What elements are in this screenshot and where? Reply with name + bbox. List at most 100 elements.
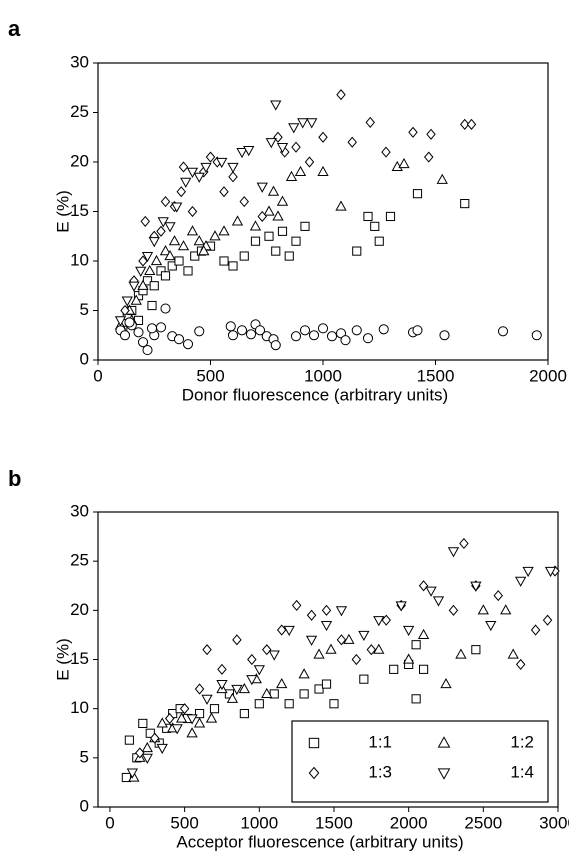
legend-box bbox=[291, 720, 549, 803]
point bbox=[225, 321, 236, 332]
point bbox=[306, 609, 317, 621]
point bbox=[408, 126, 418, 138]
point bbox=[507, 648, 519, 659]
point bbox=[160, 196, 171, 208]
point bbox=[412, 325, 423, 336]
point bbox=[156, 225, 166, 237]
y-tick-label: 10 bbox=[70, 698, 89, 717]
point bbox=[146, 323, 158, 334]
point bbox=[477, 604, 489, 615]
point bbox=[202, 644, 212, 656]
point bbox=[284, 699, 294, 709]
point bbox=[299, 325, 311, 336]
point bbox=[137, 279, 149, 290]
point bbox=[239, 196, 249, 208]
point bbox=[432, 596, 445, 607]
point bbox=[137, 337, 149, 348]
x-tick-label: 0 bbox=[105, 813, 114, 832]
legend-marker bbox=[437, 768, 451, 780]
point bbox=[530, 624, 541, 636]
point bbox=[168, 235, 181, 246]
point bbox=[436, 173, 448, 184]
point bbox=[160, 271, 171, 281]
point bbox=[294, 165, 307, 176]
point bbox=[340, 335, 351, 346]
point bbox=[497, 326, 509, 337]
point bbox=[133, 327, 144, 338]
plot-frame bbox=[97, 62, 549, 361]
point bbox=[250, 236, 261, 246]
point bbox=[267, 185, 280, 196]
point bbox=[271, 246, 281, 256]
point bbox=[299, 689, 309, 699]
point bbox=[320, 620, 333, 632]
legend-label: 1:4 bbox=[510, 762, 534, 781]
point bbox=[171, 724, 183, 735]
point bbox=[187, 205, 198, 218]
point bbox=[164, 712, 175, 725]
x-axis-label: Acceptor fluorescence (arbitrary units) bbox=[176, 832, 463, 851]
point bbox=[186, 714, 198, 725]
point bbox=[130, 294, 142, 305]
point bbox=[141, 251, 154, 263]
point bbox=[455, 648, 467, 659]
point bbox=[373, 643, 385, 654]
point bbox=[236, 148, 248, 159]
point bbox=[193, 172, 205, 183]
legend-marker bbox=[308, 737, 320, 749]
point bbox=[193, 717, 206, 728]
point bbox=[140, 215, 150, 227]
point bbox=[268, 650, 280, 661]
point bbox=[418, 580, 429, 592]
point bbox=[177, 240, 190, 251]
point bbox=[193, 235, 205, 246]
point bbox=[128, 281, 140, 292]
point bbox=[426, 128, 436, 140]
point bbox=[336, 89, 346, 101]
point bbox=[284, 251, 294, 261]
y-tick-label: 0 bbox=[80, 349, 89, 368]
point bbox=[298, 668, 310, 679]
panel-label: b bbox=[8, 466, 21, 491]
point bbox=[276, 143, 289, 154]
legend-label: 1:3 bbox=[368, 762, 392, 781]
x-tick-label: 2000 bbox=[529, 366, 567, 385]
point bbox=[219, 186, 229, 198]
point bbox=[253, 665, 265, 676]
point bbox=[227, 162, 239, 174]
y-tick-label: 5 bbox=[80, 747, 89, 766]
point bbox=[119, 330, 131, 341]
point bbox=[227, 330, 239, 341]
point bbox=[351, 653, 362, 666]
point bbox=[157, 217, 169, 228]
point bbox=[209, 704, 220, 714]
point bbox=[381, 614, 391, 626]
point bbox=[304, 156, 315, 168]
point bbox=[272, 210, 284, 221]
point bbox=[121, 772, 131, 783]
point bbox=[542, 614, 553, 626]
point bbox=[201, 694, 213, 705]
point bbox=[419, 664, 429, 674]
point bbox=[147, 300, 157, 311]
point bbox=[247, 653, 257, 666]
point bbox=[155, 322, 167, 333]
point bbox=[124, 317, 135, 328]
x-tick-label: 500 bbox=[170, 813, 198, 832]
point bbox=[236, 325, 248, 336]
point bbox=[254, 699, 264, 709]
point bbox=[297, 118, 309, 129]
point bbox=[171, 202, 183, 213]
point bbox=[228, 261, 238, 271]
panel-label: a bbox=[8, 16, 21, 41]
point bbox=[261, 687, 273, 699]
point bbox=[209, 230, 221, 241]
point bbox=[141, 741, 153, 753]
point bbox=[257, 210, 267, 223]
x-tick-label: 2500 bbox=[464, 813, 502, 832]
point bbox=[231, 215, 244, 226]
point bbox=[270, 100, 282, 111]
point bbox=[466, 118, 477, 130]
point bbox=[176, 186, 186, 198]
point bbox=[218, 225, 230, 236]
